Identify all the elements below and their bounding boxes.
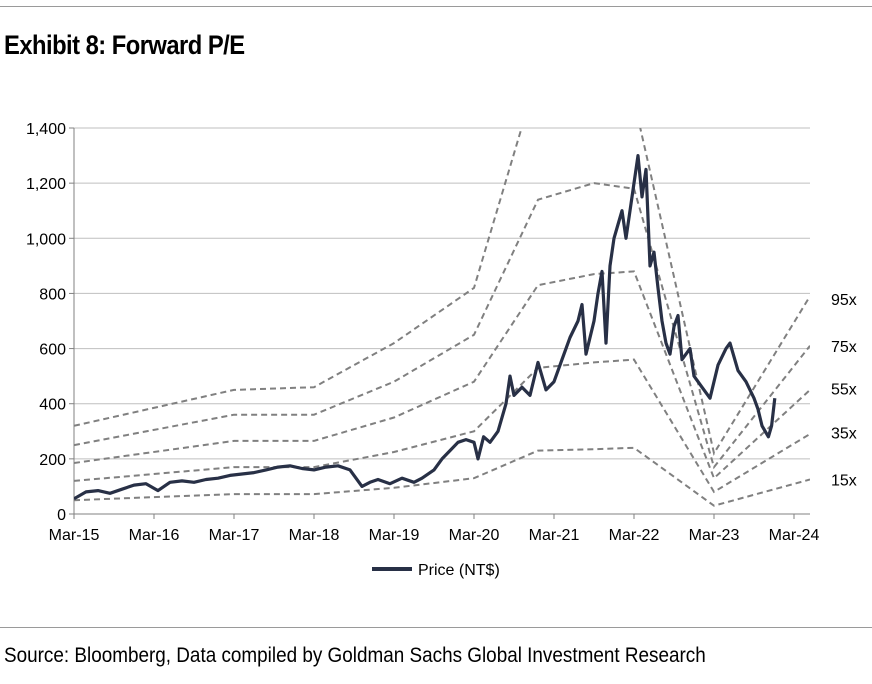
band-label-75x: 75x: [831, 339, 857, 356]
y-tick-labels: 0 200 400 600 800 1,000 1,200 1,400: [26, 121, 66, 524]
x-tick-label-7: Mar-22: [609, 527, 660, 544]
y-tick-label-6: 1,200: [26, 176, 66, 193]
y-tick-label-1: 200: [39, 452, 66, 469]
x-tick-label-4: Mar-19: [369, 527, 420, 544]
band-line-75x: [74, 182, 810, 470]
band-line-95x: [74, 128, 810, 456]
y-gridlines: [74, 127, 810, 460]
bottom-rule: [0, 627, 872, 628]
x-tick-label-0: Mar-15: [49, 527, 100, 544]
x-tick-label-5: Mar-20: [449, 527, 500, 544]
exhibit-title: Exhibit 8: Forward P/E: [4, 30, 245, 60]
band-line-35x: [74, 358, 810, 494]
band-line-15x: [74, 446, 810, 507]
legend: Price (NT$): [372, 562, 500, 579]
price-series: [74, 154, 777, 501]
band-line-55x: [74, 270, 810, 480]
pe-bands: [74, 128, 810, 507]
y-tick-label-7: 1,400: [26, 121, 66, 138]
band-label-35x: 35x: [831, 426, 857, 443]
x-tick-label-3: Mar-18: [289, 527, 340, 544]
x-tick-label-8: Mar-23: [689, 527, 740, 544]
source-note: Source: Bloomberg, Data compiled by Gold…: [4, 644, 706, 667]
band-label-95x: 95x: [831, 292, 857, 309]
band-label-15x: 15x: [831, 473, 857, 490]
y-tick-label-2: 400: [39, 397, 66, 414]
x-tick-label-9: Mar-24: [769, 527, 820, 544]
band-label-55x: 55x: [831, 382, 857, 399]
x-tick-label-6: Mar-21: [529, 527, 580, 544]
y-tick-label-0: 0: [57, 507, 66, 524]
y-tick-label-3: 600: [39, 342, 66, 359]
price-line: [74, 154, 777, 501]
axes: [69, 127, 810, 519]
y-tick-label-5: 1,000: [26, 231, 66, 248]
x-tick-label-2: Mar-17: [209, 527, 260, 544]
band-labels: 95x 75x 55x 35x 15x: [831, 292, 857, 490]
legend-label-price: Price (NT$): [418, 562, 500, 579]
x-tick-label-1: Mar-16: [129, 527, 180, 544]
x-tick-labels: Mar-15 Mar-16 Mar-17 Mar-18 Mar-19 Mar-20 Mar-…: [49, 527, 820, 544]
top-rule: [0, 6, 872, 7]
y-tick-label-4: 800: [39, 286, 66, 303]
